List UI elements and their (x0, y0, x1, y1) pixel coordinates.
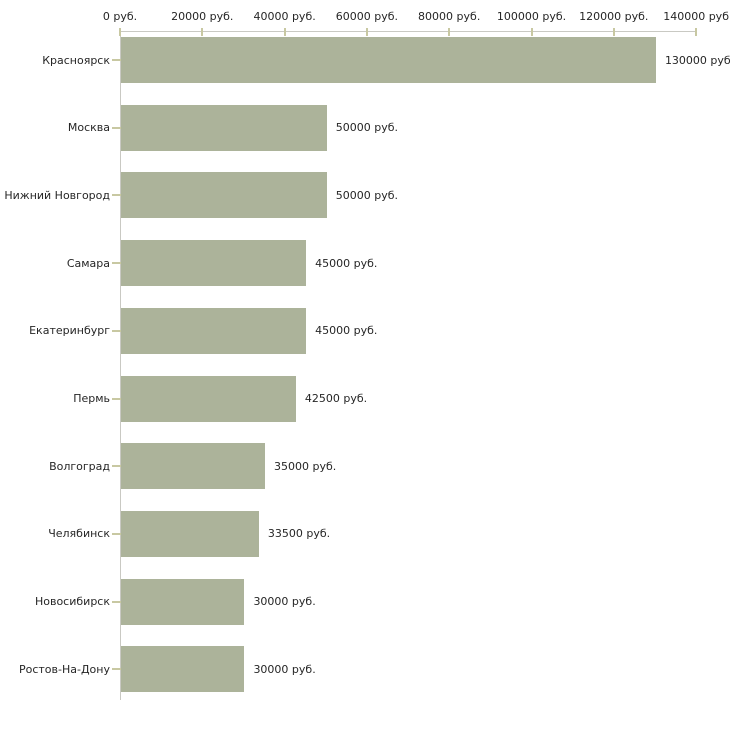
bar-category-label: Пермь (73, 392, 110, 405)
y-axis-tick-mark (112, 194, 121, 197)
bar-category-label: Новосибирск (34, 595, 110, 609)
bar (121, 307, 307, 354)
y-axis-line (120, 31, 121, 700)
y-axis-tick-mark (112, 262, 121, 265)
bar-category-label: Нижний Новгород (4, 188, 110, 202)
x-axis-tick-label: 80000 руб. (418, 10, 481, 23)
bar-value-label: 50000 руб. (335, 188, 399, 202)
bar (121, 646, 245, 693)
bar-category-label: Ростов-На-Дону (18, 662, 110, 676)
x-axis-tick-mark (283, 28, 286, 36)
y-axis-tick-mark (112, 600, 121, 603)
x-axis-tick-label: 0 руб. (102, 10, 138, 23)
bar (121, 375, 296, 422)
bar (121, 172, 327, 219)
x-axis-tick-mark (365, 28, 368, 36)
bar-category-label: Москва (67, 121, 110, 135)
x-axis-tick-label: 40000 руб. (253, 10, 316, 23)
bar-category-label: Красноярск (42, 53, 110, 67)
x-axis-tick-mark (530, 28, 533, 36)
bar-value-label: 130000 руб. (664, 53, 730, 67)
bar (121, 510, 259, 557)
bar-value-label: 50000 руб. (335, 121, 399, 135)
x-axis-tick-mark (201, 28, 204, 36)
y-axis-tick-mark (112, 59, 121, 61)
bar-value-label: 30000 руб. (253, 595, 316, 609)
bar (121, 578, 245, 625)
x-axis-tick-label: 20000 руб. (171, 10, 234, 23)
bar-value-label: 45000 руб. (315, 324, 378, 338)
x-axis-tick-label: 120000 руб. (579, 10, 649, 23)
bar-category-label: Волгоград (49, 459, 110, 473)
y-axis-tick-mark (112, 465, 121, 468)
bar-value-label: 42500 руб. (304, 392, 368, 405)
bar-value-label: 35000 руб. (274, 459, 337, 473)
bar-value-label: 33500 руб. (267, 527, 331, 541)
y-axis-tick-mark (112, 397, 121, 400)
bar (121, 240, 307, 287)
x-axis-line (120, 31, 698, 32)
y-axis-tick-mark (112, 668, 121, 671)
bar-category-label: Челябинск (48, 527, 110, 541)
y-axis-tick-mark (112, 126, 121, 129)
bar (121, 104, 327, 151)
x-axis-tick-label: 60000 руб. (335, 10, 399, 23)
bar (121, 37, 656, 83)
x-axis-tick-mark (119, 28, 121, 36)
bar-category-label: Екатеринбург (29, 324, 110, 338)
x-axis-tick-mark (448, 28, 451, 36)
x-axis-tick-mark (695, 28, 698, 36)
bar (121, 443, 266, 490)
x-axis-tick-label: 100000 руб. (496, 10, 567, 23)
x-axis-tick-label: 140000 руб (663, 10, 729, 23)
x-axis-tick-mark (612, 28, 615, 36)
y-axis-tick-mark (112, 329, 121, 332)
bar-value-label: 30000 руб. (253, 662, 316, 676)
y-axis-tick-mark (112, 532, 121, 535)
bar-value-label: 45000 руб. (315, 256, 378, 270)
bar-category-label: Самара (66, 256, 110, 270)
